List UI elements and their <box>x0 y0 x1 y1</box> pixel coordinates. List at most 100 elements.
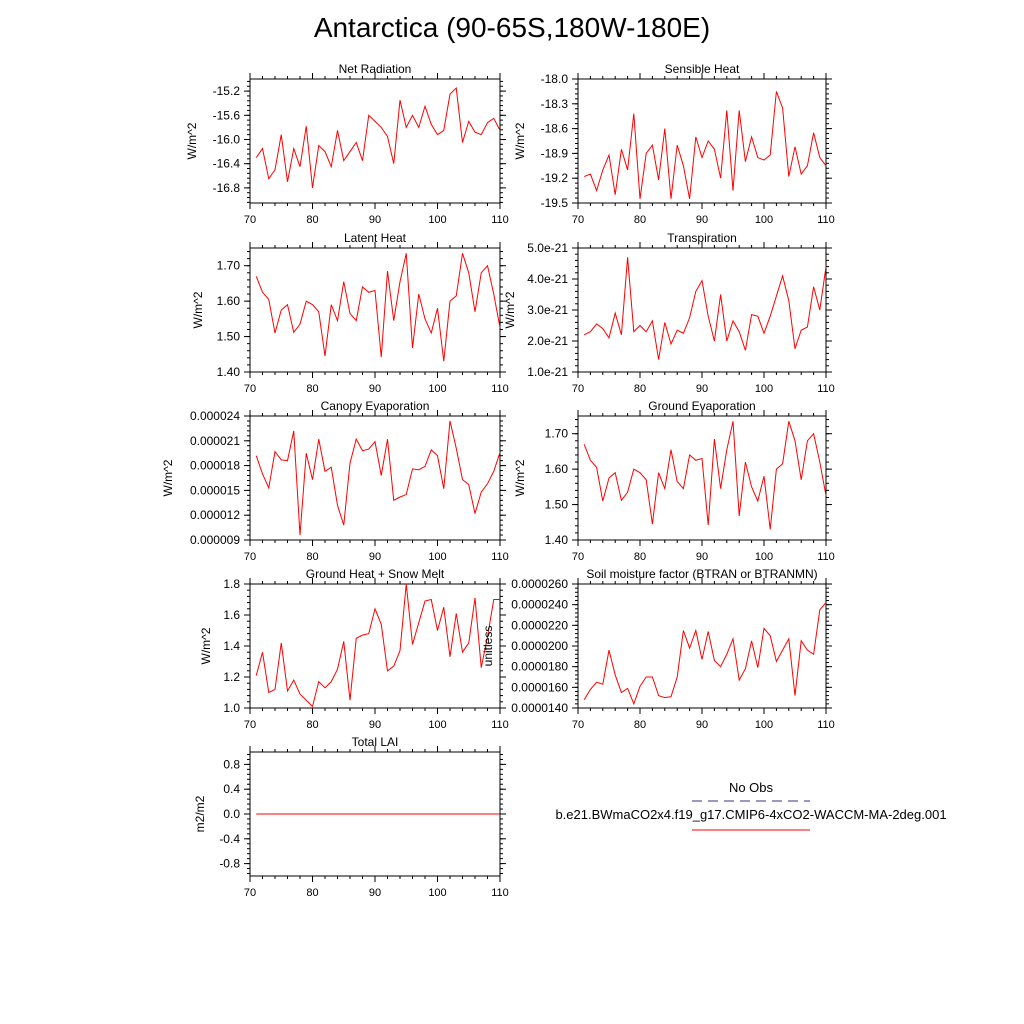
x-tick-label: 70 <box>572 214 584 226</box>
y-tick-label: 0.8 <box>223 757 240 771</box>
panel-title: Canopy Evaporation <box>321 399 430 413</box>
x-tick-label: 110 <box>491 551 509 563</box>
x-tick-label: 100 <box>428 214 446 226</box>
chart-panel-7: Ground Heat + Snow Melt W/m^2 70 80 90 100 110… <box>199 567 509 731</box>
y-tick-label: 1.8 <box>223 577 240 591</box>
chart-panel-2: Sensible Heat W/m^2 70 80 90 100 110 -19.5 -19.2… <box>513 62 835 226</box>
x-tick-label: 100 <box>755 383 773 395</box>
y-axis-label: W/m^2 <box>513 459 527 496</box>
y-tick-label: 0.4 <box>223 782 240 796</box>
x-tick-label: 100 <box>755 719 773 731</box>
x-tick-label: 90 <box>369 383 381 395</box>
x-tick-label: 80 <box>306 887 318 899</box>
x-tick-label: 80 <box>634 719 646 731</box>
x-tick-label: 80 <box>306 719 318 731</box>
x-tick-label: 110 <box>491 719 509 731</box>
panel-title: Latent Heat <box>344 231 407 245</box>
y-tick-label: 1.40 <box>217 365 241 379</box>
x-tick-label: 70 <box>244 383 256 395</box>
chart-panel-9: Total LAI m2/m2 70 80 90 100 110 -0.8 -0.4 0.0 0.4… <box>193 735 509 899</box>
y-tick-label: 1.0e-21 <box>527 365 568 379</box>
y-tick-label: 1.0 <box>223 701 240 715</box>
chart-panel-1: Net Radiation W/m^2 70 80 90 100 110 -16.8 -16.4… <box>185 62 509 226</box>
panel-title: Sensible Heat <box>665 62 740 76</box>
x-tick-label: 90 <box>696 214 708 226</box>
x-tick-label: 110 <box>817 383 835 395</box>
figure-title: Antarctica (90-65S,180W-180E) <box>313 12 711 43</box>
y-tick-label: 0.000021 <box>190 434 240 448</box>
y-axis-label: W/m^2 <box>161 459 175 496</box>
y-tick-label: 0.0000180 <box>511 660 568 674</box>
x-tick-label: 90 <box>369 719 381 731</box>
y-tick-label: -0.4 <box>219 832 240 846</box>
x-tick-label: 80 <box>306 383 318 395</box>
chart-panel-4: Transpiration W/m^2 70 80 90 100 110 1.0e-21 2.0… <box>503 231 835 395</box>
x-tick-label: 80 <box>634 551 646 563</box>
y-tick-label: -19.2 <box>541 171 569 185</box>
plot-frame <box>577 415 827 541</box>
y-tick-label: 0.000015 <box>190 483 240 497</box>
plot-frame <box>249 247 501 373</box>
y-axis-label: unitless <box>481 626 495 667</box>
plot-frame <box>577 78 827 204</box>
y-tick-label: 0.0000220 <box>511 618 568 632</box>
series-line <box>255 87 501 188</box>
y-tick-label: -15.6 <box>213 108 241 122</box>
x-tick-label: 80 <box>306 214 318 226</box>
x-tick-label: 90 <box>696 551 708 563</box>
x-tick-label: 90 <box>369 887 381 899</box>
x-tick-label: 100 <box>755 551 773 563</box>
series-line <box>255 253 501 362</box>
x-tick-label: 70 <box>244 887 256 899</box>
x-tick-label: 70 <box>244 551 256 563</box>
x-tick-label: 90 <box>369 214 381 226</box>
y-tick-label: -19.5 <box>541 196 569 210</box>
x-tick-label: 70 <box>572 383 584 395</box>
y-tick-label: 2.0e-21 <box>527 334 568 348</box>
legend-obs-label: No Obs <box>729 780 774 795</box>
x-tick-label: 80 <box>306 551 318 563</box>
x-tick-label: 90 <box>696 383 708 395</box>
y-tick-label: -16.4 <box>213 157 241 171</box>
y-tick-label: 5.0e-21 <box>527 241 568 255</box>
y-tick-label: 4.0e-21 <box>527 272 568 286</box>
y-axis-label: W/m^2 <box>191 291 205 328</box>
series-line <box>255 420 501 536</box>
y-tick-label: -0.8 <box>219 857 240 871</box>
x-tick-label: 70 <box>244 214 256 226</box>
x-tick-label: 70 <box>572 719 584 731</box>
y-tick-label: 1.70 <box>545 427 569 441</box>
x-tick-label: 110 <box>491 887 509 899</box>
x-tick-label: 80 <box>634 214 646 226</box>
legend: No Obs b.e21.BWmaCO2x4.f19_g17.CMIP6-4xCO… <box>555 780 947 831</box>
y-tick-label: -16.8 <box>213 181 241 195</box>
y-tick-label: 0.0 <box>223 807 240 821</box>
y-tick-label: 0.000012 <box>190 508 240 522</box>
y-tick-label: -18.3 <box>541 97 569 111</box>
x-tick-label: 110 <box>491 383 509 395</box>
legend-model-label: b.e21.BWmaCO2x4.f19_g17.CMIP6-4xCO2-WACC… <box>555 807 946 822</box>
y-tick-label: 1.6 <box>223 608 240 622</box>
y-tick-label: 0.0000160 <box>511 680 568 694</box>
panel-title: Net Radiation <box>339 62 412 76</box>
y-tick-label: 1.4 <box>223 639 240 653</box>
chart-panel-5: Canopy Evaporation W/m^2 70 80 90 100 110 0.000… <box>161 399 509 563</box>
y-tick-label: 3.0e-21 <box>527 303 568 317</box>
x-tick-label: 100 <box>428 719 446 731</box>
x-tick-label: 90 <box>369 551 381 563</box>
series-line <box>584 91 827 199</box>
y-tick-label: 1.40 <box>545 533 569 547</box>
x-tick-label: 100 <box>428 887 446 899</box>
series-line <box>583 602 827 706</box>
series-line <box>583 257 827 360</box>
x-tick-label: 110 <box>817 719 835 731</box>
x-tick-label: 110 <box>817 551 835 563</box>
series-line <box>255 583 500 708</box>
y-tick-label: 0.000024 <box>190 409 240 423</box>
y-tick-label: -15.2 <box>213 84 241 98</box>
panel-title: Ground Evaporation <box>648 399 755 413</box>
y-tick-label: 0.000018 <box>190 459 240 473</box>
y-tick-label: 0.0000240 <box>511 598 568 612</box>
y-tick-label: 1.2 <box>223 670 240 684</box>
